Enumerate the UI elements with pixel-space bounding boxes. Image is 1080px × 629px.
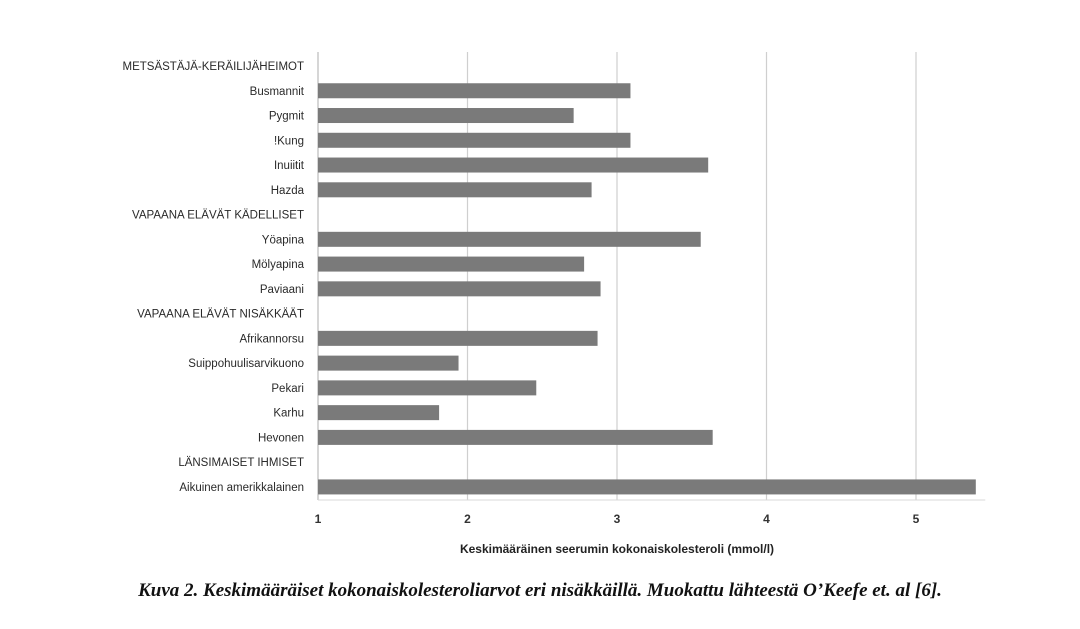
bar-1: [318, 83, 631, 99]
category-label: VAPAANA ELÄVÄT NISÄKKÄÄT: [137, 309, 304, 321]
category-label: METSÄSTÄJÄ-KERÄILIJÄHEIMOT: [123, 61, 304, 73]
category-label: Pygmit: [269, 111, 305, 123]
category-label: Karhu: [273, 408, 304, 420]
category-label: Inuiitit: [274, 160, 305, 172]
bar-3: [318, 132, 631, 148]
category-label: Afrikannorsu: [239, 333, 304, 345]
category-label: Mölyapina: [252, 259, 305, 271]
bar-14: [318, 405, 440, 421]
category-label: Yöapina: [262, 234, 305, 246]
x-axis-label: Keskimääräinen seerumin kokonaiskolester…: [460, 542, 774, 556]
bar-12: [318, 355, 459, 371]
figure-caption: Kuva 2. Keskimääräiset kokonaiskolestero…: [137, 580, 942, 601]
x-tick-label: 2: [464, 512, 471, 526]
bar-5: [318, 182, 592, 198]
category-label: Paviaani: [260, 284, 304, 296]
category-label: VAPAANA ELÄVÄT KÄDELLISET: [132, 210, 304, 222]
category-label: Aikuinen amerikkalainen: [179, 482, 304, 494]
x-tick-label: 1: [315, 512, 322, 526]
x-tick-label: 5: [913, 512, 920, 526]
category-label: Hazda: [271, 185, 305, 197]
category-label: Suippohuulisarvikuono: [188, 358, 304, 370]
bar-17: [318, 479, 976, 495]
bar-9: [318, 281, 601, 297]
category-label: LÄNSIMAISET IHMISET: [178, 457, 304, 469]
bar-4: [318, 157, 709, 173]
category-label: Pekari: [271, 383, 304, 395]
bar-7: [318, 231, 701, 247]
bar-15: [318, 429, 713, 445]
bar-8: [318, 256, 585, 272]
bar-2: [318, 108, 574, 124]
x-tick-label: 4: [763, 512, 770, 526]
category-label: Busmannit: [250, 86, 305, 98]
category-label: !Kung: [274, 135, 304, 147]
category-label: Hevonen: [258, 432, 304, 444]
x-tick-label: 3: [614, 512, 621, 526]
bar-13: [318, 380, 537, 396]
bar-11: [318, 330, 598, 346]
